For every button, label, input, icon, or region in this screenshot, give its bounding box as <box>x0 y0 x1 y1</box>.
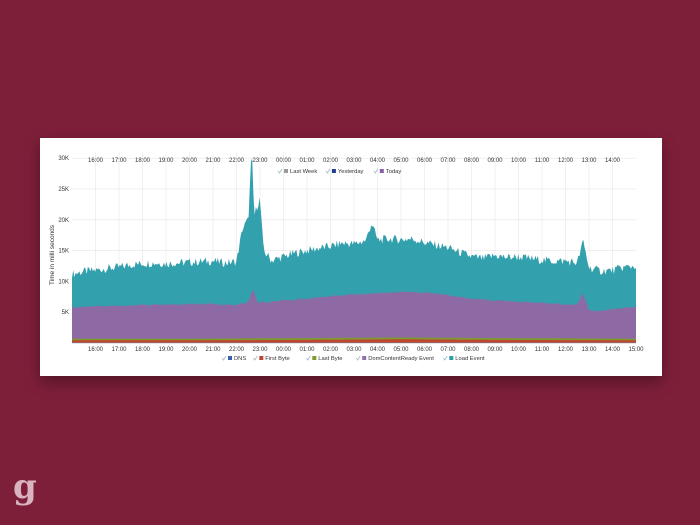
top-legend: Last Week Yesterday Today <box>277 168 402 175</box>
area-series-load-event <box>72 158 636 343</box>
chart-series-areas <box>72 158 636 343</box>
x-tick-label-top: 10:00 <box>511 158 527 164</box>
x-tick-label-top: 01:00 <box>299 158 315 164</box>
legend-label: DNS <box>234 356 246 362</box>
x-tick-label-bottom: 06:00 <box>417 347 433 353</box>
x-tick-label-top: 13:00 <box>581 158 597 164</box>
x-tick-label-bottom: 22:00 <box>229 347 245 353</box>
x-tick-label-bottom: 18:00 <box>135 347 151 353</box>
legend-check-icon <box>252 355 258 361</box>
x-tick-label-bottom: 03:00 <box>346 347 362 353</box>
x-tick-label-bottom: 14:00 <box>605 347 621 353</box>
x-tick-label-bottom: 17:00 <box>111 347 127 353</box>
bottom-legend-item-load-event: Load Event <box>442 355 485 362</box>
brand-logo: g <box>13 467 37 507</box>
area-series-first-byte <box>72 339 636 343</box>
area-series-domcontentready-event <box>72 289 636 343</box>
x-tick-label-top: 02:00 <box>323 158 339 164</box>
x-tick-label-bottom: 09:00 <box>487 347 503 353</box>
x-tick-label-top: 06:00 <box>417 158 433 164</box>
bottom-legend-item-first-byte: First Byte <box>252 355 290 362</box>
x-tick-label-bottom: 16:00 <box>88 347 104 353</box>
x-tick-label-bottom: 19:00 <box>158 347 174 353</box>
x-tick-label-top: 12:00 <box>558 158 574 164</box>
x-tick-label-top: 00:00 <box>276 158 292 164</box>
x-tick-label-bottom: 07:00 <box>440 347 456 353</box>
x-tick-label-top: 17:00 <box>111 158 127 164</box>
y-tick-label: 25K <box>58 187 69 193</box>
legend-check-icon <box>277 168 283 174</box>
x-tick-label-top: 21:00 <box>205 158 221 164</box>
x-tick-label-top: 08:00 <box>464 158 480 164</box>
legend-label: Yesterday <box>338 169 364 175</box>
bottom-legend: DNS First Byte Last Byte DomContentReady Ev… <box>221 355 485 362</box>
legend-check-icon <box>305 355 311 361</box>
x-tick-label-bottom: 05:00 <box>393 347 409 353</box>
y-tick-label: 30K <box>58 156 69 162</box>
legend-check-icon <box>373 168 379 174</box>
x-tick-label-bottom: 04:00 <box>370 347 386 353</box>
x-tick-label-top: 09:00 <box>487 158 503 164</box>
x-tick-label-bottom: 00:00 <box>276 347 292 353</box>
y-tick-label: 5K <box>62 310 69 316</box>
top-legend-item-yesterday: Yesterday <box>325 168 364 175</box>
legend-swatch <box>228 356 232 360</box>
x-tick-label-bottom: 21:00 <box>205 347 221 353</box>
bottom-legend-item-dns: DNS <box>221 355 246 362</box>
x-tick-label-top: 23:00 <box>252 158 268 164</box>
legend-label: Load Event <box>455 356 485 362</box>
x-tick-label-bottom: 20:00 <box>182 347 198 353</box>
x-tick-label-top: 05:00 <box>393 158 409 164</box>
x-tick-label-top: 22:00 <box>229 158 245 164</box>
x-tick-label-top: 20:00 <box>182 158 198 164</box>
x-tick-label-bottom: 13:00 <box>581 347 597 353</box>
y-tick-label: 10K <box>58 279 69 285</box>
x-tick-label-bottom: 11:00 <box>535 347 550 353</box>
legend-swatch <box>379 169 384 173</box>
chart-axes: 5K 10K 15K 20K 25K 30K 16:00 16:00 17:00 17:00 18:… <box>58 156 644 353</box>
x-tick-label-bottom: 12:00 <box>558 347 574 353</box>
y-axis-label: Time in milli seconds <box>49 224 56 285</box>
x-tick-label-top: 16:00 <box>88 158 104 164</box>
x-tick-label-top: 11:00 <box>535 158 550 164</box>
x-tick-label-top: 14:00 <box>605 158 621 164</box>
bottom-legend-item-last-byte: Last Byte <box>305 355 342 362</box>
legend-swatch <box>312 356 317 360</box>
legend-label: First Byte <box>265 356 289 362</box>
top-legend-item-today: Today <box>373 168 402 175</box>
legend-check-icon <box>355 355 361 361</box>
legend-label: DomContentReady Event <box>368 356 434 362</box>
x-tick-label-bottom: 15:00 <box>628 347 644 353</box>
bottom-legend-item-domcontentready-event: DomContentReady Event <box>355 355 434 362</box>
area-chart: 5K 10K 15K 20K 25K 30K 16:00 16:00 17:00 17:00 18:… <box>49 152 644 362</box>
x-tick-label-bottom: 08:00 <box>464 347 480 353</box>
x-tick-label-top: 18:00 <box>135 158 151 164</box>
x-tick-label-top: 03:00 <box>346 158 362 164</box>
x-tick-label-bottom: 23:00 <box>252 347 268 353</box>
x-tick-label-top: 04:00 <box>370 158 386 164</box>
legend-label: Last Byte <box>318 356 342 362</box>
x-tick-label-bottom: 10:00 <box>511 347 527 353</box>
legend-label: Today <box>386 169 402 175</box>
legend-swatch <box>362 356 367 360</box>
y-tick-label: 20K <box>58 218 69 224</box>
x-tick-label-bottom: 01:00 <box>299 347 315 353</box>
legend-swatch <box>284 169 288 173</box>
x-tick-label-top: 19:00 <box>158 158 174 164</box>
legend-swatch <box>449 356 454 360</box>
legend-check-icon <box>221 355 227 361</box>
legend-swatch <box>259 356 264 360</box>
chart-card: 5K 10K 15K 20K 25K 30K 16:00 16:00 17:00 17:00 18:… <box>40 138 662 376</box>
top-legend-item-last-week: Last Week <box>277 168 317 175</box>
x-tick-label-bottom: 02:00 <box>323 347 339 353</box>
y-tick-label: 15K <box>58 249 69 255</box>
legend-check-icon <box>442 355 448 361</box>
legend-label: Last Week <box>290 169 317 175</box>
x-tick-label-top: 07:00 <box>440 158 456 164</box>
legend-check-icon <box>325 168 331 174</box>
legend-swatch <box>331 169 336 173</box>
